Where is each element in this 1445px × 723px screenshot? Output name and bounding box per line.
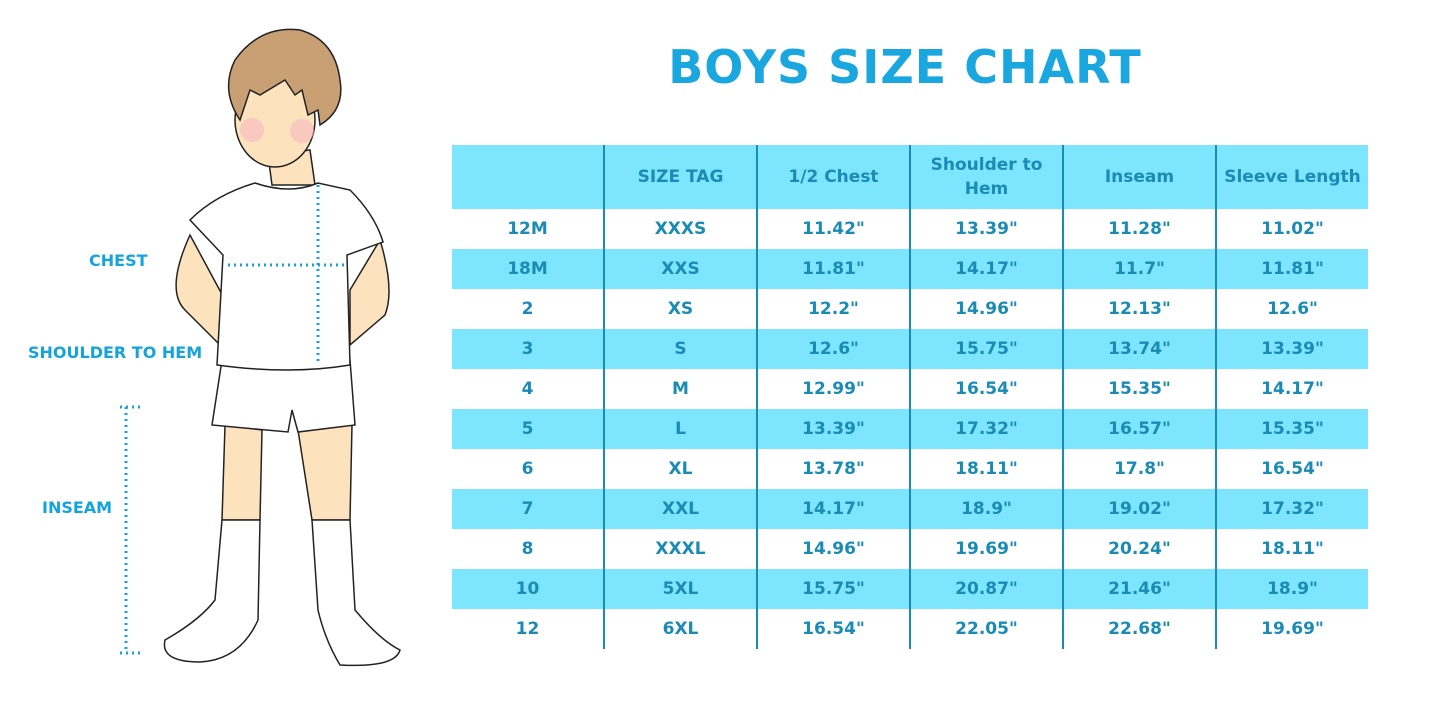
table-cell: 11.81": [756, 249, 910, 289]
table-cell: 14.17": [756, 489, 910, 529]
table-cell: 13.39": [909, 209, 1063, 249]
table-cell: XXXL: [603, 529, 757, 569]
boy-illustration: [120, 28, 401, 667]
table-cell: 12.6": [1215, 289, 1368, 329]
table-cell: 19.69": [1215, 609, 1368, 649]
table-cell: 12.99": [756, 369, 910, 409]
table-cell: 10: [515, 579, 540, 599]
table-row: 10 5XL 15.75" 20.87" 21.46" 18.9": [452, 569, 1368, 609]
table-cell: 15.75": [909, 329, 1063, 369]
header-row: SIZE TAG 1/2 Chest Shoulder to Hem Inseam Sl…: [452, 145, 1368, 209]
table-cell: 22.05": [909, 609, 1063, 649]
table-row: 2 XS 12.2" 14.96" 12.13" 12.6": [452, 289, 1368, 329]
table-cell: 15.35": [1062, 369, 1216, 409]
table-cell: S: [603, 329, 757, 369]
table-cell: 5XL: [603, 569, 757, 609]
table-cell: 16.57": [1062, 409, 1216, 449]
table-cell: 2: [521, 299, 534, 319]
table-cell: 17.8": [1062, 449, 1216, 489]
inseam-label: INSEAM: [42, 498, 113, 517]
table-cell: 15.35": [1215, 409, 1368, 449]
shoulder-to-hem-label: SHOULDER TO HEM: [28, 343, 203, 362]
table-cell: XS: [603, 289, 757, 329]
table-cell: 5: [521, 419, 534, 439]
table-cell: 18.9": [909, 489, 1063, 529]
table-cell: 18M: [507, 259, 548, 279]
table-row: 12M XXXS 11.42" 13.39" 11.28" 11.02": [452, 209, 1368, 249]
table-row: 6 XL 13.78" 18.11" 17.8" 16.54": [452, 449, 1368, 489]
table-cell: 8: [521, 539, 534, 559]
table-cell: 19.02": [1062, 489, 1216, 529]
table-cell: 12.6": [756, 329, 910, 369]
table-row: 8 XXXL 14.96" 19.69" 20.24" 18.11": [452, 529, 1368, 569]
table-cell: 18.9": [1215, 569, 1368, 609]
table-cell: 11.81": [1215, 249, 1368, 289]
table-row: 18M XXS 11.81" 14.17" 11.7" 11.81": [452, 249, 1368, 289]
column-header: [452, 145, 604, 209]
table-cell: 13.39": [1215, 329, 1368, 369]
table-cell: 16.54": [1215, 449, 1368, 489]
table-cell: 14.17": [909, 249, 1063, 289]
table-cell: 16.54": [756, 609, 910, 649]
table-cell: XXXS: [603, 209, 757, 249]
table-cell: 13.39": [756, 409, 910, 449]
table-cell: 15.75": [756, 569, 910, 609]
table-cell: 16.54": [909, 369, 1063, 409]
table-cell: 19.69": [909, 529, 1063, 569]
table-cell: 22.68": [1062, 609, 1216, 649]
table-cell: M: [603, 369, 757, 409]
column-header: Inseam: [1062, 145, 1216, 209]
table-cell: 13.74": [1062, 329, 1216, 369]
column-header: SIZE TAG: [603, 145, 757, 209]
table-row: 7 XXL 14.17" 18.9" 19.02" 17.32": [452, 489, 1368, 529]
column-header: 1/2 Chest: [756, 145, 910, 209]
table-cell: 6: [521, 459, 534, 479]
table-cell: L: [603, 409, 757, 449]
table-cell: 6XL: [603, 609, 757, 649]
table-cell: 17.32": [1215, 489, 1368, 529]
table-cell: XL: [603, 449, 757, 489]
page-title: BOYS SIZE CHART: [668, 40, 1142, 94]
column-header: Sleeve Length: [1215, 145, 1368, 209]
table-cell: 17.32": [909, 409, 1063, 449]
table-row: 12 6XL 16.54" 22.05" 22.68" 19.69": [452, 609, 1368, 649]
table-cell: 12: [515, 619, 540, 639]
table-cell: 12M: [507, 219, 548, 239]
table-cell: 11.28": [1062, 209, 1216, 249]
column-header: Shoulder to Hem: [909, 145, 1063, 209]
table-cell: 12.2": [756, 289, 910, 329]
table-cell: 11.7": [1062, 249, 1216, 289]
table-row: 3 S 12.6" 15.75" 13.74" 13.39": [452, 329, 1368, 369]
table-cell: 3: [521, 339, 534, 359]
table-cell: 20.87": [909, 569, 1063, 609]
table-cell: 13.78": [756, 449, 910, 489]
table-cell: 7: [521, 499, 534, 519]
size-table: SIZE TAG 1/2 Chest Shoulder to Hem Inseam Sl…: [452, 145, 1368, 649]
table-cell: XXL: [603, 489, 757, 529]
table-cell: 4: [521, 379, 534, 399]
table-row: 4 M 12.99" 16.54" 15.35" 14.17": [452, 369, 1368, 409]
table-cell: 18.11": [909, 449, 1063, 489]
table-cell: XXS: [603, 249, 757, 289]
table-cell: 12.13": [1062, 289, 1216, 329]
table-cell: 20.24": [1062, 529, 1216, 569]
table-cell: 21.46": [1062, 569, 1216, 609]
table-cell: 11.02": [1215, 209, 1368, 249]
table-cell: 11.42": [756, 209, 910, 249]
table-cell: 18.11": [1215, 529, 1368, 569]
table-cell: 14.96": [756, 529, 910, 569]
chest-label: CHEST: [89, 251, 148, 270]
table-cell: 14.96": [909, 289, 1063, 329]
table-cell: 14.17": [1215, 369, 1368, 409]
table-row: 5 L 13.39" 17.32" 16.57" 15.35": [452, 409, 1368, 449]
